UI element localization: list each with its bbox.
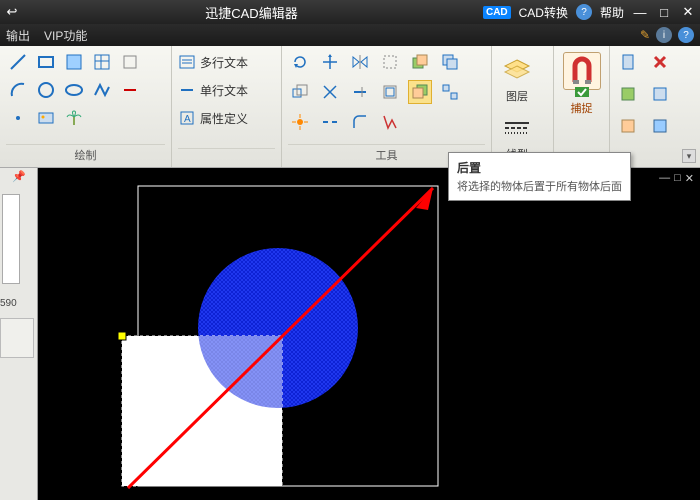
close-button[interactable]: ✕ [680,4,696,20]
svg-text:A: A [184,114,191,125]
move-icon[interactable] [318,50,342,74]
polyline-icon[interactable] [90,78,114,102]
circle-icon[interactable] [34,78,58,102]
dock-tab[interactable] [2,194,20,284]
ribbon: 绘制 多行文本 单行文本 A属性定义 [0,46,700,168]
help-icon-2[interactable]: ? [678,27,694,43]
scale-icon[interactable] [288,80,312,104]
multiline-text-button[interactable]: 多行文本 [178,50,248,74]
rect-icon[interactable] [34,50,58,74]
dock-panel [0,318,34,358]
fillet-icon[interactable] [348,110,372,134]
panel-tool: 工具 [282,46,492,167]
grip-handle[interactable] [118,332,126,340]
region-icon[interactable] [62,50,86,74]
mirror-icon[interactable] [348,50,372,74]
panel-text-label [178,148,275,167]
paste-icon[interactable] [616,50,640,74]
tooltip-title: 后置 [457,159,622,176]
menu-vip[interactable]: VIP功能 [44,27,87,44]
panel-snap: 捕捉 [554,46,610,167]
palm-icon[interactable] [62,106,86,130]
singleline-text-button[interactable]: 单行文本 [178,78,248,102]
clip2-icon[interactable] [616,114,640,138]
misc-tool-icon[interactable] [378,110,402,134]
paste2-icon[interactable] [648,82,672,106]
line-icon[interactable] [6,50,30,74]
panel-draw: 绘制 [0,46,172,167]
tooltip-body: 将选择的物体后置于所有物体后面 [457,178,622,194]
point-icon[interactable] [6,106,30,130]
draw-icon-grid [6,50,142,142]
explode-icon[interactable] [288,110,312,134]
dock-number: 590 [0,298,17,309]
extend-icon[interactable] [348,80,372,104]
help-label[interactable]: 帮助 [600,4,624,21]
image-icon[interactable] [34,106,58,130]
minimize-button[interactable]: — [632,4,648,20]
offset-icon[interactable] [378,80,402,104]
cad-convert-link[interactable]: CAD转换 [519,4,568,21]
help-icon[interactable]: ? [576,4,592,20]
ellipse-icon[interactable] [62,78,86,102]
panel-draw-label: 绘制 [6,144,165,167]
pattern-icon[interactable] [90,50,114,74]
left-dock: 📌 590 [0,168,38,500]
layer-button[interactable]: 图层 [498,50,536,104]
misc-icon-1[interactable] [118,50,142,74]
attrdef-button[interactable]: A属性定义 [178,106,248,130]
arc-icon[interactable] [6,78,30,102]
edit-icon[interactable]: ✎ [640,28,650,42]
app-title: 迅捷CAD编辑器 [20,3,483,22]
panel-text: 多行文本 单行文本 A属性定义 [172,46,282,167]
ribbon-collapse-icon[interactable]: ▾ [682,149,696,163]
select-icon[interactable] [378,50,402,74]
trim-icon[interactable] [318,80,342,104]
title-bar: ↩ 迅捷CAD编辑器 CAD CAD转换 ? 帮助 — □ ✕ [0,0,700,24]
misc-icon-2[interactable] [118,78,142,102]
snap-button[interactable]: 捕捉 [560,50,603,167]
rotate-icon[interactable] [288,50,312,74]
red-arrow-head [416,188,433,210]
group-icon[interactable] [438,80,462,104]
maximize-button[interactable]: □ [656,4,672,20]
clip3-icon[interactable] [648,114,672,138]
menu-bar: 输出 VIP功能 ✎ i ? [0,24,700,46]
info-icon[interactable]: i [656,27,672,43]
clip-icon[interactable] [616,82,640,106]
front-icon[interactable] [408,50,432,74]
cad-badge: CAD [483,6,511,19]
panel-layer: 图层 线型 [492,46,554,167]
menu-output[interactable]: 输出 [6,27,30,44]
workspace: 📌 590 — □ ✕ [0,168,700,500]
back-icon[interactable]: ↩ [4,4,20,20]
break-icon[interactable] [318,110,342,134]
copy-icon[interactable] [438,50,462,74]
delete-icon[interactable] [648,50,672,74]
panel-right [610,46,680,167]
pin-icon[interactable]: 📌 [12,170,26,183]
sendback-icon[interactable] [408,80,432,104]
canvas[interactable]: — □ ✕ [38,168,700,500]
tooltip: 后置 将选择的物体后置于所有物体后面 [448,152,631,201]
